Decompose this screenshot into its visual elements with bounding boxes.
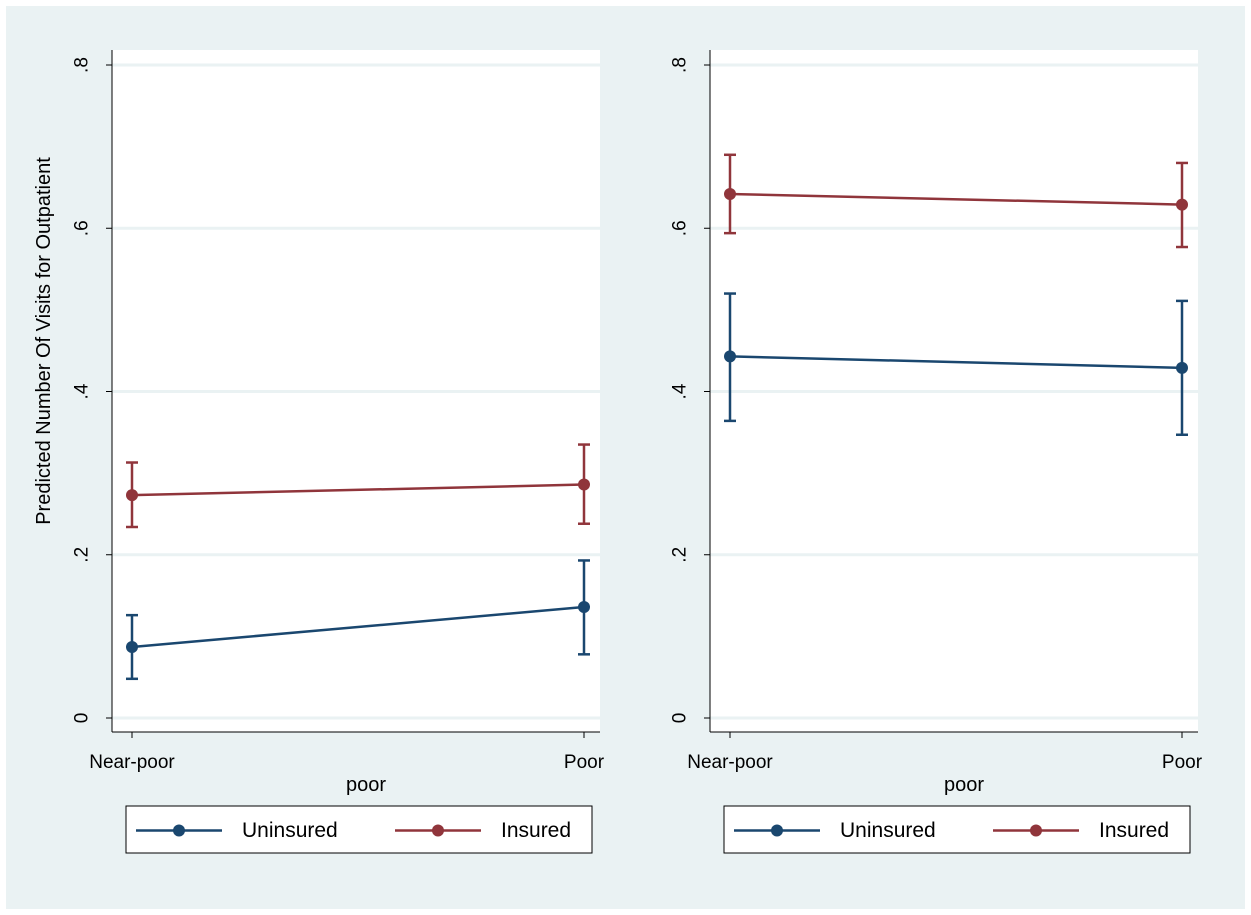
chart-background: 0 .2 .4 .6 .8 Predicted Number Of Visits for … (6, 6, 1245, 909)
data-point (1176, 361, 1188, 374)
x-tick-label: Poor (1162, 752, 1203, 773)
legend-swatch-marker (771, 824, 783, 837)
data-point (126, 489, 138, 502)
x-tick-label: Near-poor (687, 752, 773, 773)
chart-panel-right: 0 .2 .4 .6 .8 Near-poor Poor poor Uninsured Insur… (670, 50, 1203, 854)
data-point (578, 600, 590, 613)
y-tick-label: .2 (72, 547, 93, 563)
y-tick-label: .8 (670, 57, 691, 73)
y-tick-label: .4 (72, 383, 93, 399)
legend-swatch-marker (1030, 824, 1042, 837)
data-point (724, 187, 736, 200)
series-line (729, 192, 1183, 206)
y-tick-label: .8 (72, 57, 93, 73)
series-line (729, 355, 1183, 370)
series-insured (126, 443, 590, 529)
legend-label: Uninsured (242, 819, 338, 842)
legend-swatch-marker (432, 824, 444, 837)
x-tick-label: Near-poor (89, 752, 175, 773)
x-tick-label: Poor (564, 752, 605, 773)
legend-label: Insured (501, 819, 571, 842)
x-axis-title: poor (346, 774, 386, 796)
series-line (131, 483, 585, 497)
legend-swatch-marker (173, 824, 185, 837)
data-point (126, 640, 138, 653)
series-uninsured (724, 292, 1188, 437)
data-point (1176, 198, 1188, 211)
legend-label: Insured (1099, 819, 1169, 842)
y-tick-label: .6 (72, 220, 93, 236)
y-axis-title: Predicted Number Of Visits for Outpatien… (33, 157, 55, 525)
series-line (131, 605, 585, 649)
chart-panel-left: 0 .2 .4 .6 .8 Predicted Number Of Visits for … (33, 50, 605, 854)
series-uninsured (126, 559, 590, 681)
y-tick-label: .4 (670, 383, 691, 399)
legend-label: Uninsured (840, 819, 936, 842)
data-point (578, 478, 590, 491)
y-tick-label: .6 (670, 220, 691, 236)
legend: Uninsured Insured (125, 805, 593, 854)
y-tick-label: .2 (670, 547, 691, 563)
y-tick-label: 0 (72, 713, 93, 724)
chart-svg: 0 .2 .4 .6 .8 Predicted Number Of Visits for … (33, 50, 1203, 854)
data-point (724, 350, 736, 363)
series-insured (724, 153, 1188, 249)
legend: Uninsured Insured (723, 805, 1191, 854)
x-axis-title: poor (944, 774, 984, 796)
y-tick-label: 0 (670, 713, 691, 724)
